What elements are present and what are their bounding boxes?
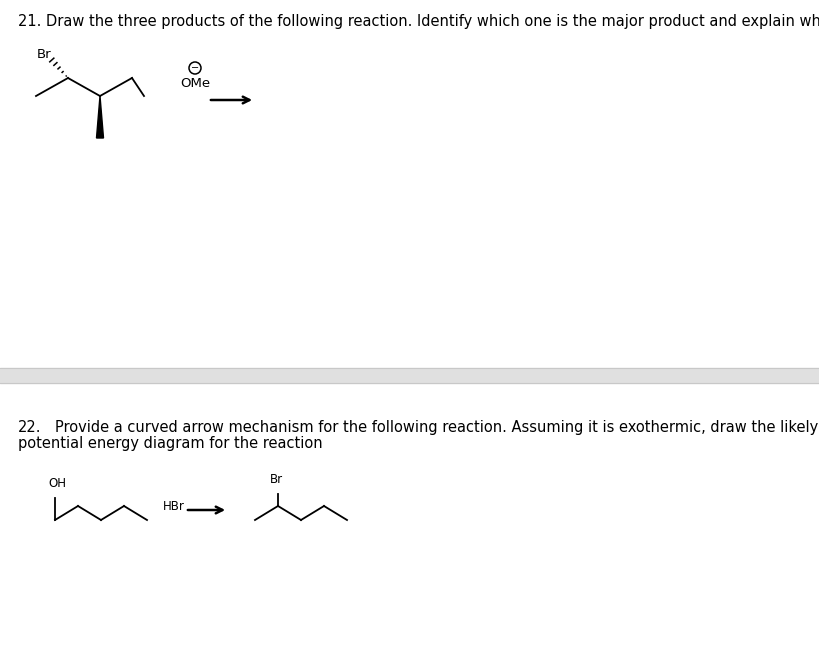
Text: Br: Br (37, 48, 52, 61)
Text: 22.: 22. (18, 420, 42, 435)
Text: OH: OH (48, 477, 66, 490)
Text: potential energy diagram for the reaction: potential energy diagram for the reactio… (18, 436, 322, 451)
Text: −: − (191, 63, 199, 73)
Polygon shape (97, 96, 103, 138)
Text: 21. Draw the three products of the following reaction. Identify which one is the: 21. Draw the three products of the follo… (18, 14, 819, 29)
Text: OMe: OMe (179, 77, 210, 90)
Text: Provide a curved arrow mechanism for the following reaction. Assuming it is exot: Provide a curved arrow mechanism for the… (18, 420, 817, 435)
Bar (0, 368, 819, 383)
Text: HBr: HBr (163, 500, 184, 513)
Text: Br: Br (269, 473, 283, 486)
